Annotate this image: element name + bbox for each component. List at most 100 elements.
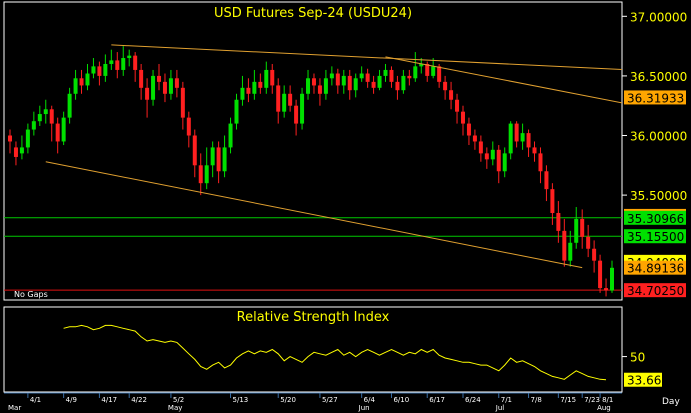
candle-down (115, 60, 120, 70)
candle-down (592, 248, 597, 261)
candle-up (574, 218, 579, 243)
candle-down (133, 55, 138, 70)
candle-up (25, 129, 30, 148)
price-labels: 36.3193335.3253935.3096635.1550034.94000… (624, 90, 686, 298)
price-tick-label: 35.50000 (630, 189, 687, 203)
candle-up (109, 60, 114, 64)
candle-up (329, 73, 334, 79)
candle-up (508, 123, 513, 154)
x-tick-label: 5/13 (233, 396, 249, 404)
candle-up (85, 73, 90, 86)
candle-up (91, 66, 96, 74)
candle-down (317, 85, 322, 94)
candle-up (413, 66, 418, 79)
x-tick-label: 4/1 (30, 396, 41, 404)
candle-down (258, 81, 263, 88)
price-label-box (624, 90, 686, 105)
candle-up (61, 117, 66, 142)
candle-down (514, 123, 519, 142)
candle-down (365, 73, 370, 82)
x-tick-label: 6/4 (364, 396, 376, 404)
candle-up (73, 78, 78, 94)
x-tick-label: 5/20 (280, 396, 296, 404)
candle-up (222, 147, 227, 172)
candle-down (13, 147, 18, 157)
candle-down (347, 75, 352, 91)
candle-up (323, 78, 328, 94)
price-tick-label: 36.50000 (630, 70, 687, 84)
candle-down (604, 288, 609, 291)
candle-up (300, 93, 305, 124)
candle-down (550, 189, 555, 213)
candle-up (306, 78, 311, 94)
trendline (385, 56, 622, 104)
candles (8, 46, 614, 297)
x-tick-label: 8/1 (602, 396, 613, 404)
trendline (45, 161, 583, 269)
candle-up (19, 147, 24, 154)
trendlines (45, 44, 622, 269)
candle-down (288, 93, 293, 106)
candle-down (484, 153, 489, 160)
candle-down (437, 66, 442, 82)
candle-up (264, 69, 269, 88)
candle-up (103, 63, 108, 76)
candle-down (335, 73, 340, 86)
candle-down (198, 165, 203, 184)
rsi-axis: 50 (622, 351, 645, 365)
candle-down (79, 78, 84, 86)
candle-up (168, 78, 173, 94)
candle-up (282, 93, 287, 112)
candle-down (246, 87, 251, 94)
x-tick-label: 5/27 (322, 396, 338, 404)
candle-down (97, 66, 102, 76)
candle-down (145, 87, 150, 100)
price-label: 36.31933 (627, 91, 684, 105)
price-label-box (624, 260, 686, 275)
candle-up (520, 133, 525, 142)
candle-down (544, 171, 549, 190)
candle-up (228, 123, 233, 148)
candle-up (431, 66, 436, 76)
price-label-box (624, 283, 686, 298)
candle-up (419, 63, 424, 67)
price-label: 35.30966 (627, 212, 684, 226)
trendline (111, 44, 622, 71)
candle-up (383, 69, 388, 76)
x-tick-label: 7/8 (531, 396, 542, 404)
rsi-last-label: 33.66 (624, 372, 662, 388)
x-tick-label: 7/15 (560, 396, 576, 404)
x-month-label: May (168, 404, 182, 412)
rsi-tick-label: 50 (630, 351, 645, 365)
candle-down (216, 147, 221, 172)
candle-down (538, 153, 543, 172)
candle-down (157, 75, 162, 82)
candle-down (162, 81, 167, 94)
x-month-label: Aug (597, 404, 611, 412)
candle-down (407, 75, 412, 79)
rsi-panel: Relative Strength Index 50 33.66 (3, 306, 662, 393)
price-label-box (624, 210, 686, 225)
candle-down (55, 123, 60, 142)
x-tick-label: 7/1 (501, 396, 512, 404)
candle-down (449, 90, 454, 100)
x-unit-label: Day (662, 397, 680, 407)
candle-down (276, 85, 281, 112)
price-label: 34.89136 (627, 262, 684, 276)
candle-down (466, 123, 471, 136)
time-axis: 4/1 4/9 4/17 4/22 5/2 5/13 5/20 5/27 6/4 6/10 6/17… (4, 392, 680, 412)
candle-down (180, 87, 185, 118)
candle-down (371, 81, 376, 88)
candle-down (425, 63, 430, 76)
time-axis-bg (4, 393, 622, 411)
candle-up (240, 87, 245, 100)
candle-up (568, 242, 573, 261)
candle-down (455, 99, 460, 112)
price-panel: USD Futures Sep-24 (USDU24) No Gaps 37.0… (3, 1, 687, 301)
candle-down (311, 78, 316, 86)
price-chart-title: USD Futures Sep-24 (USDU24) (214, 6, 412, 21)
x-tick-label: 6/17 (429, 396, 445, 404)
candle-up (31, 121, 36, 130)
candle-up (121, 58, 126, 70)
